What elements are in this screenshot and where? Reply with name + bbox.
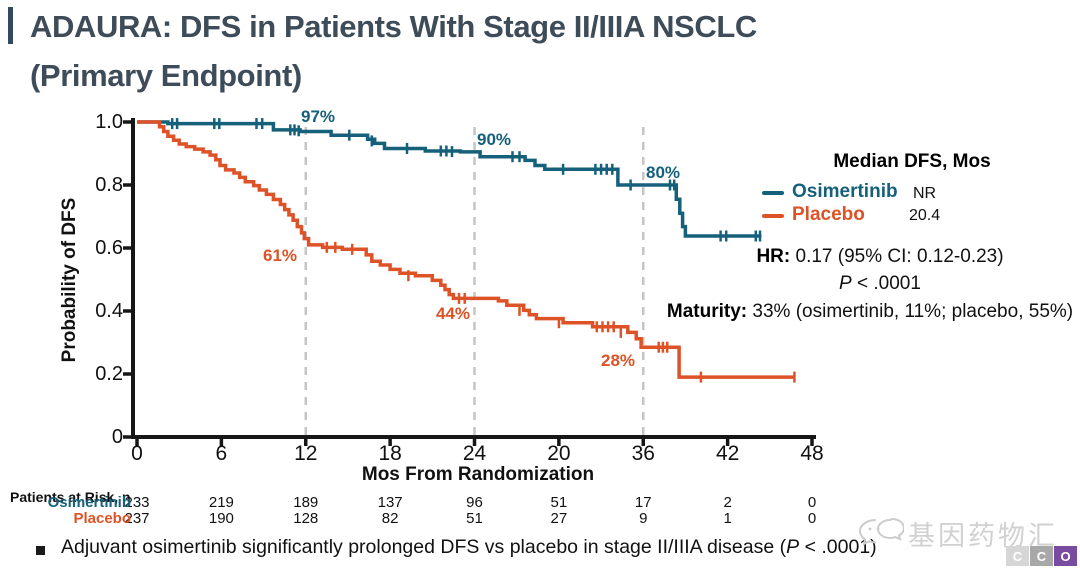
risk-count-osimertinib-24mo: 96: [466, 494, 483, 511]
page-title: ADAURA: DFS in Patients With Stage II/II…: [30, 2, 1050, 100]
footer-text-pre: Adjuvant osimertinib significantly prolo…: [61, 536, 787, 558]
legend-swatch-placebo: [762, 214, 784, 218]
risk-count-osimertinib-12mo: 189: [293, 494, 319, 511]
x-tick-label: 42: [715, 442, 740, 465]
annotation-osimertinib-24mo: 90%: [477, 130, 512, 149]
y-tick-label: 1.0: [95, 111, 123, 133]
cco-logo-block-3: O: [1054, 546, 1077, 566]
legend-swatch-osimertinib: [762, 191, 784, 195]
risk-count-placebo-12mo: 128: [293, 510, 319, 527]
risk-count-placebo-0mo: 237: [124, 510, 150, 527]
legend-value-osimertinib: NR: [913, 185, 937, 202]
cco-logo-block-2: C: [1030, 546, 1053, 566]
hr-value: 0.17 (95% CI: 0.12-0.23): [790, 246, 1004, 267]
cco-logo-block-1: C: [1006, 546, 1029, 566]
y-axis-title: Probability of DFS: [59, 197, 80, 363]
annotation-placebo-24mo: 44%: [436, 304, 471, 323]
risk-count-placebo-48mo: 0: [807, 510, 817, 527]
risk-row-label-osimertinib: Osimertinib: [47, 494, 131, 511]
risk-count-osimertinib-18mo: 137: [377, 494, 403, 511]
page-title-line2: (Primary Endpoint): [30, 58, 302, 93]
legend-label-placebo: Placebo: [792, 204, 865, 225]
maturity-value: 33% (osimertinib, 11%; placebo, 55%): [747, 301, 1074, 322]
legend-header: Median DFS, Mos: [833, 151, 991, 172]
x-tick-label: 20: [547, 442, 571, 465]
risk-table-header: Patients at Risk, n: [10, 489, 131, 505]
risk-count-placebo-42mo: 1: [723, 510, 732, 527]
risk-count-osimertinib-30mo: 51: [550, 494, 568, 511]
risk-count-placebo-24mo: 51: [466, 510, 483, 527]
annotation-placebo-12mo: 61%: [263, 246, 298, 265]
x-tick-label: 36: [631, 442, 655, 465]
y-tick-label: 0.6: [95, 237, 123, 259]
cco-logo: C C O: [1006, 546, 1077, 566]
risk-count-placebo-36mo: 9: [639, 510, 648, 527]
y-tick-label: 0.8: [95, 174, 123, 196]
km-curve-osimertinib: [137, 120, 762, 238]
annotation-osimertinib-12mo: 97%: [301, 107, 336, 126]
title-accent-bar: [8, 7, 13, 44]
km-curve-placebo: [137, 120, 796, 379]
risk-count-osimertinib-42mo: 2: [723, 494, 732, 511]
hr-label: HR:: [756, 246, 791, 267]
annotation-osimertinib-36mo: 80%: [646, 163, 681, 182]
x-tick-label: 18: [378, 442, 402, 465]
y-tick-label: 0: [111, 426, 123, 448]
y-tick-label: 0.4: [95, 300, 123, 322]
hr-statistic: HR: 0.17 (95% CI: 0.12-0.23): [700, 246, 1060, 268]
y-tick-label: 0.2: [95, 363, 123, 385]
maturity-label: Maturity:: [666, 301, 748, 322]
risk-row-label-placebo: Placebo: [73, 510, 131, 527]
footer-p-symbol: P: [786, 536, 800, 558]
annotation-placebo-36mo: 28%: [601, 351, 636, 370]
footer-text-post: < .0001): [799, 536, 877, 558]
x-tick-label: 48: [800, 442, 824, 465]
risk-count-placebo-30mo: 27: [550, 510, 568, 527]
risk-count-placebo-18mo: 82: [381, 510, 399, 527]
p-value: P < .0001: [700, 273, 1060, 295]
p-value-rest: < .0001: [851, 273, 921, 294]
p-value-symbol: P: [839, 273, 852, 294]
x-tick-label: 0: [131, 442, 143, 465]
risk-count-osimertinib-48mo: 0: [807, 494, 817, 511]
x-tick-label: 6: [215, 442, 228, 465]
risk-count-osimertinib-6mo: 219: [208, 494, 234, 511]
x-tick-label: 12: [294, 442, 318, 465]
risk-count-osimertinib-36mo: 17: [634, 494, 652, 511]
page-title-line1: ADAURA: DFS in Patients With Stage II/II…: [30, 9, 757, 44]
legend-value-placebo: 20.4: [909, 207, 941, 224]
maturity-statistic: Maturity: 33% (osimertinib, 11%; placebo…: [660, 301, 1080, 323]
wechat-icon: [858, 518, 904, 546]
risk-count-placebo-6mo: 190: [208, 510, 234, 527]
bullet-marker: [36, 546, 45, 555]
footer-conclusion: Adjuvant osimertinib significantly prolo…: [61, 536, 1051, 559]
x-tick-label: 24: [462, 442, 487, 465]
legend-label-osimertinib: Osimertinib: [792, 181, 898, 202]
risk-count-osimertinib-0mo: 233: [124, 494, 150, 511]
x-axis-title: Mos From Randomization: [361, 464, 595, 485]
